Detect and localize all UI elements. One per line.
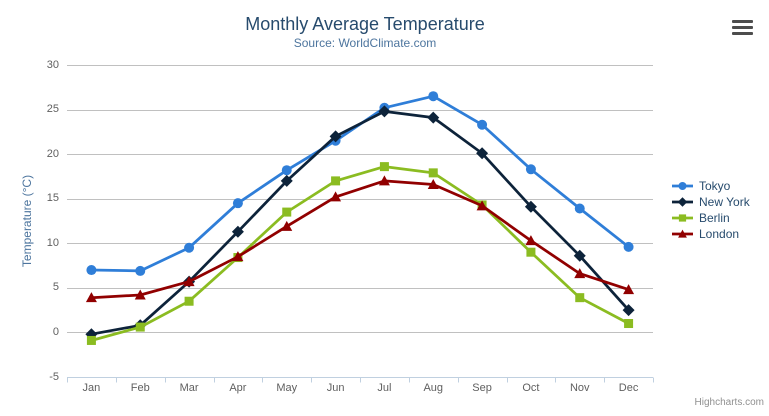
london-point[interactable] xyxy=(183,276,195,287)
chart-subtitle: Source: WorldClimate.com xyxy=(293,36,437,50)
london-point[interactable] xyxy=(134,289,146,300)
london-point[interactable] xyxy=(525,235,537,246)
london-point[interactable] xyxy=(330,191,342,202)
x-axis-label: May xyxy=(276,382,298,394)
berlin-point[interactable] xyxy=(184,296,194,306)
new-york-point[interactable] xyxy=(378,105,391,118)
y-axis-label: 30 xyxy=(46,58,59,71)
tokyo-point[interactable] xyxy=(525,164,536,175)
x-axis-label: Jul xyxy=(377,382,392,394)
legend-marker xyxy=(677,197,688,207)
x-axis-label: Apr xyxy=(229,382,247,394)
tokyo-point[interactable] xyxy=(428,91,439,102)
new-york-point[interactable] xyxy=(476,147,489,160)
tokyo-point[interactable] xyxy=(281,165,292,176)
london-point[interactable] xyxy=(85,292,97,303)
legend-item-london[interactable]: London xyxy=(672,226,750,242)
tokyo-point[interactable] xyxy=(86,265,97,276)
hamburger-icon xyxy=(727,17,758,38)
berlin-point[interactable] xyxy=(624,319,634,329)
y-axis-label: -5 xyxy=(49,370,59,383)
tokyo-point[interactable] xyxy=(232,198,243,209)
tokyo-point[interactable] xyxy=(623,241,634,252)
legend: Tokyo New York Berlin London xyxy=(672,178,750,242)
berlin-point[interactable] xyxy=(86,335,96,345)
x-axis-label: Jan xyxy=(82,382,101,394)
series-new-york xyxy=(85,105,635,341)
credits-link[interactable]: Highcharts.com xyxy=(694,397,764,408)
y-axis-label: 10 xyxy=(46,236,59,249)
legend-item-tokyo[interactable]: Tokyo xyxy=(672,178,750,194)
new-york-point[interactable] xyxy=(622,304,635,317)
x-axis-label: Feb xyxy=(130,382,150,394)
london-point[interactable] xyxy=(623,284,635,295)
legend-marker xyxy=(678,229,687,238)
legend-item-new-york[interactable]: New York xyxy=(672,194,750,210)
berlin-point[interactable] xyxy=(135,322,145,332)
series-london xyxy=(85,175,635,303)
berlin-point[interactable] xyxy=(428,168,438,178)
legend-marker xyxy=(678,182,687,190)
y-axis-label: 0 xyxy=(52,325,59,338)
tokyo-point[interactable] xyxy=(184,242,195,253)
chart-title: Monthly Average Temperature xyxy=(245,14,485,34)
x-axis-label: Mar xyxy=(179,382,199,394)
x-axis-label: Sep xyxy=(472,382,492,394)
new-york-point[interactable] xyxy=(573,249,586,262)
new-york-point[interactable] xyxy=(524,200,537,213)
berlin-point[interactable] xyxy=(379,162,389,172)
legend-item-berlin[interactable]: Berlin xyxy=(672,210,750,226)
legend-label: New York xyxy=(699,195,750,209)
x-axis-label: Dec xyxy=(618,382,639,394)
london-point[interactable] xyxy=(232,251,244,262)
berlin-point[interactable] xyxy=(282,207,292,217)
new-york-line xyxy=(90,110,630,336)
export-menu-button[interactable] xyxy=(727,14,758,40)
berlin-point[interactable] xyxy=(526,247,536,257)
x-axis-label: Jun xyxy=(326,382,345,394)
x-axis-label: Nov xyxy=(569,382,590,394)
london-point[interactable] xyxy=(574,268,586,279)
tokyo-point[interactable] xyxy=(135,265,146,276)
y-axis-label: 5 xyxy=(52,281,59,294)
circle-marker-icon xyxy=(672,182,693,190)
legend-label: Tokyo xyxy=(699,179,731,193)
legend-label: London xyxy=(699,227,740,241)
new-york-point[interactable] xyxy=(280,174,293,187)
new-york-point[interactable] xyxy=(329,130,342,143)
legend-label: Berlin xyxy=(699,211,730,225)
london-line xyxy=(90,179,630,300)
diamond-marker-icon xyxy=(672,197,693,207)
london-point[interactable] xyxy=(476,200,488,211)
y-axis-label: 20 xyxy=(46,147,59,160)
tokyo-point[interactable] xyxy=(477,119,488,130)
square-marker-icon xyxy=(672,214,693,222)
triangle-marker-icon xyxy=(672,229,693,238)
london-point[interactable] xyxy=(378,175,390,186)
new-york-point[interactable] xyxy=(231,225,244,238)
x-axis-label: Aug xyxy=(423,382,444,394)
london-point[interactable] xyxy=(427,178,439,189)
y-axis-label: 15 xyxy=(46,192,59,205)
berlin-line xyxy=(90,165,630,342)
berlin-point[interactable] xyxy=(331,176,341,186)
london-point[interactable] xyxy=(281,220,293,231)
berlin-point[interactable] xyxy=(575,293,585,303)
x-axis-label: Oct xyxy=(522,382,540,394)
tokyo-point[interactable] xyxy=(574,203,585,214)
series-tokyo xyxy=(86,91,634,276)
y-axis-title: Temperature (°C) xyxy=(20,174,34,268)
legend-marker xyxy=(678,214,687,222)
new-york-point[interactable] xyxy=(427,111,440,124)
y-axis-label: 25 xyxy=(46,103,59,116)
